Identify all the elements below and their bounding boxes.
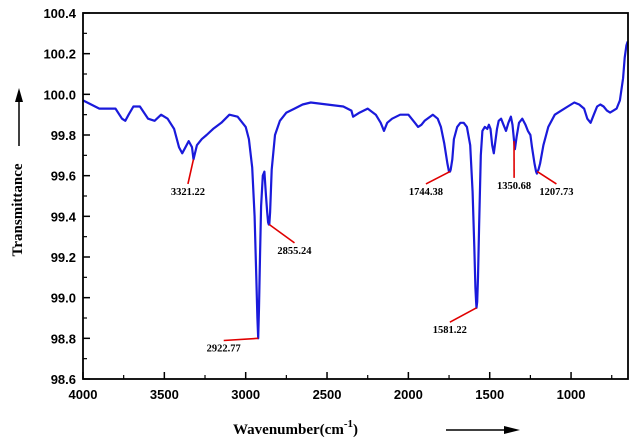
x-axis-title: Wavenumber(cm-1) — [233, 418, 358, 438]
y-tick-label: 99.6 — [51, 169, 76, 184]
peak-label: 2922.77 — [207, 344, 241, 355]
y-tick-label: 99.8 — [51, 128, 76, 143]
x-tick-label: 3000 — [231, 387, 260, 402]
annotation-leader-line — [223, 337, 259, 342]
x-axis-title-suffix: ) — [353, 422, 358, 438]
y-tick-label: 99.4 — [51, 209, 77, 224]
peak-label: 2855.24 — [277, 246, 312, 257]
peak-label: 1744.38 — [409, 187, 443, 198]
y-tick-labels: 98.6 98.8 99.0 99.2 99.4 99.6 99.8 100.0 100.2 10… — [43, 6, 76, 387]
x-tick-label: 4000 — [69, 387, 98, 402]
series-layer — [82, 41, 629, 340]
x-tick-label: 2000 — [394, 387, 423, 402]
tick-marks — [82, 12, 613, 380]
x-tick-label: 1000 — [557, 387, 586, 402]
x-axis-title-superscript: -1 — [344, 418, 353, 430]
y-tick-label: 99.0 — [51, 291, 76, 306]
y-axis-arrow — [15, 88, 23, 146]
annotation-leader-line — [536, 170, 557, 185]
y-tick-label: 99.2 — [51, 250, 76, 265]
plot-frame — [82, 12, 629, 380]
y-tick-label: 100.4 — [43, 6, 76, 21]
annotation-leader-line — [187, 159, 195, 185]
peak-annotations: 3321.22 2922.77 2855.24 1744.38 1581.22 1350.… — [171, 141, 573, 355]
y-tick-label: 98.8 — [51, 331, 76, 346]
y-axis-title: Transmittance — [10, 163, 26, 256]
x-axis-title-main: Wavenumber(cm — [233, 422, 344, 438]
annotation-leader-line — [425, 170, 451, 185]
annotation-leader-line — [268, 223, 295, 244]
peak-label: 1581.22 — [433, 325, 467, 336]
peak-label: 1207.73 — [539, 187, 573, 198]
x-tick-label: 1500 — [475, 387, 504, 402]
peak-label: 3321.22 — [171, 187, 205, 198]
y-tick-label: 100.0 — [43, 87, 76, 102]
y-axis-title-text: Transmittance — [10, 163, 26, 256]
spectrum-line — [82, 41, 629, 340]
annotation-leader-line — [449, 307, 477, 323]
y-tick-label: 100.2 — [43, 47, 76, 62]
x-tick-label: 2500 — [313, 387, 342, 402]
x-tick-label: 3500 — [150, 387, 179, 402]
x-axis-arrow — [446, 426, 520, 434]
peak-label: 1350.68 — [497, 181, 531, 192]
x-tick-labels: 4000 3500 3000 2500 2000 1500 1000 — [69, 387, 586, 402]
y-tick-label: 98.6 — [51, 372, 76, 387]
